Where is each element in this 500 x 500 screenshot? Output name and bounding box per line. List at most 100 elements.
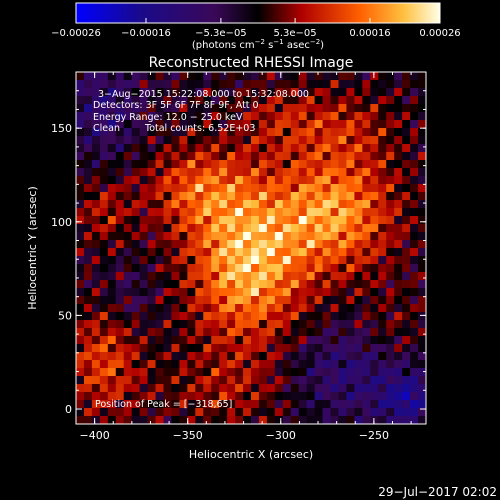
heatmap-cell [354,128,363,137]
heatmap-cell [282,248,292,257]
heatmap-cell [123,392,133,401]
heatmap-cell [211,360,220,369]
heatmap-cell [147,88,157,97]
heatmap-cell [346,104,355,113]
heatmap-cell [394,416,403,424]
heatmap-cell [139,320,149,329]
heatmap-cell [258,320,268,329]
heatmap-cell [330,416,340,424]
heatmap-cell [211,328,220,337]
heatmap-cell [76,376,85,385]
heatmap-cell [354,272,363,281]
heatmap-cell [290,200,300,209]
heatmap-cell [187,192,196,201]
heatmap-cell [402,376,411,385]
heatmap-cell [330,200,340,209]
heatmap-cell [107,400,117,409]
heatmap-cell [115,392,125,401]
heatmap-cell [258,168,268,177]
heatmap-cell [330,248,340,257]
heatmap-cell [163,240,173,249]
heatmap-cell [107,144,117,153]
heatmap-cell [410,280,419,289]
heatmap-cell [418,232,426,241]
heatmap-cell [147,384,157,393]
heatmap-cell [410,296,419,305]
heatmap-cell [107,136,117,145]
heatmap-cell [235,192,244,201]
heatmap-cell [410,232,419,241]
heatmap-cell [147,328,157,337]
heatmap-cell [394,320,403,329]
heatmap-cell [235,168,244,177]
heatmap-cell [99,120,109,129]
heatmap-cell [203,376,212,385]
heatmap-cell [123,264,133,273]
heatmap-cell [298,368,308,377]
heatmap-cell [203,104,212,113]
x-axis-label: Heliocentric X (arcsec) [189,448,313,461]
heatmap-cell [282,280,292,289]
heatmap-cell [322,80,332,89]
heatmap-cell [179,144,188,153]
heatmap-cell [203,88,212,97]
heatmap-cell [402,224,411,233]
heatmap-cell [219,400,228,409]
heatmap-cell [99,184,109,193]
heatmap-cell [115,152,125,161]
heatmap-cell [123,88,133,97]
heatmap-cell [346,328,355,337]
heatmap-cell [83,120,93,129]
heatmap-cell [211,120,220,129]
heatmap-cell [410,400,419,409]
heatmap-cell [107,240,117,249]
heatmap-cell [410,312,419,321]
heatmap-cell [394,288,403,297]
heatmap-cell [155,296,165,305]
heatmap-cell [91,240,101,249]
heatmap-cell [394,384,403,393]
heatmap-cell [338,216,348,225]
heatmap-cell [83,312,93,321]
y-axis-label: Heliocentric Y (arcsec) [26,186,39,310]
heatmap-cell [147,104,157,113]
heatmap-cell [115,408,125,417]
heatmap-cell [354,192,363,201]
heatmap-cell [322,264,332,273]
heatmap-cell [203,176,212,185]
heatmap-cell [322,304,332,313]
heatmap-cell [346,408,355,417]
heatmap-cell [266,248,276,257]
heatmap-cell [251,296,260,305]
heatmap-cell [274,232,284,241]
heatmap-cell [123,176,133,185]
heatmap-cell [378,112,387,121]
heatmap-cell [211,400,220,409]
heatmap-cell [171,304,180,313]
x-tick-label: −400 [80,429,110,442]
heatmap-cell [274,144,284,153]
heatmap-cell [362,376,371,385]
heatmap-cell [171,416,180,424]
heatmap-cell [139,72,149,81]
heatmap-cell [235,400,244,409]
heatmap-cell [155,208,165,217]
heatmap-cell [219,344,228,353]
heatmap-cell [251,112,260,121]
heatmap-cell [83,272,93,281]
heatmap-cell [378,176,387,185]
heatmap-cell [322,120,332,129]
heatmap-cell [195,312,204,321]
heatmap-cell [187,104,196,113]
heatmap-cell [338,344,348,353]
heatmap-cell [314,296,324,305]
heatmap-cell [155,128,165,137]
heatmap-cell [386,304,395,313]
heatmap-cell [187,184,196,193]
heatmap-cell [91,152,101,161]
heatmap-cell [370,192,379,201]
heatmap-cell [338,248,348,257]
heatmap-cell [171,112,180,121]
y-tick-label: 150 [51,122,72,135]
heatmap-cell [76,256,85,265]
